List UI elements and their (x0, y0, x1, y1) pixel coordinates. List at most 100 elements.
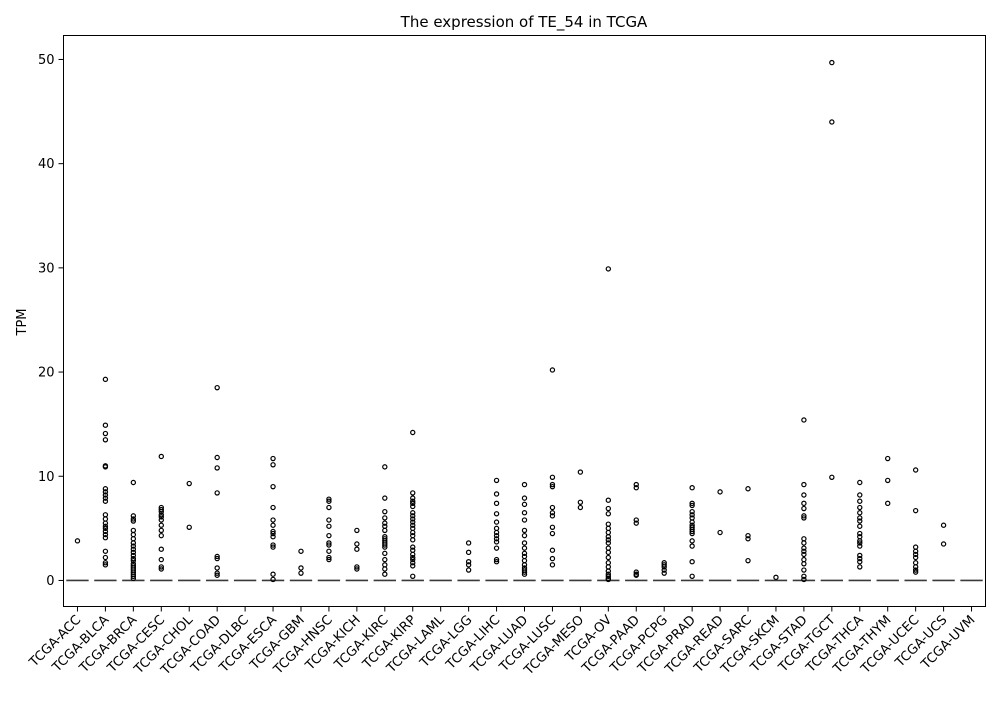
outlier-point (130, 555, 137, 562)
outlier-point (549, 524, 556, 531)
outlier-point (326, 542, 332, 548)
outlier-point (186, 480, 192, 487)
outlier-point (298, 548, 304, 554)
outlier-point (521, 545, 528, 551)
outlier-point (857, 510, 863, 516)
outlier-point (270, 462, 276, 468)
outlier-point (549, 481, 556, 488)
outlier-point (410, 563, 416, 569)
outlier-point (410, 495, 416, 501)
outlier-point (130, 552, 137, 559)
outlier-point (857, 498, 863, 504)
outlier-point (857, 555, 863, 562)
outlier-point (410, 429, 416, 436)
outlier-point (270, 483, 276, 490)
outlier-point (577, 469, 584, 475)
outlier-point (661, 570, 667, 576)
outlier-point (912, 507, 919, 514)
outlier-point (857, 523, 863, 529)
outlier-point (633, 517, 639, 523)
outlier-point (801, 417, 807, 423)
outlier-point (158, 508, 164, 515)
outlier-point (549, 530, 556, 537)
outlier-point (912, 564, 919, 570)
outlier-point (270, 530, 276, 537)
outlier-point (801, 505, 807, 512)
outlier-point (102, 531, 109, 538)
outlier-point (270, 571, 276, 577)
outlier-point (382, 495, 388, 501)
outlier-point (270, 576, 276, 583)
plot-frame (63, 35, 986, 607)
outlier-point (130, 516, 137, 522)
outlier-point (326, 548, 332, 554)
outlier-point (102, 498, 109, 504)
outlier-point (717, 489, 723, 495)
outlier-point (158, 564, 164, 570)
outlier-point (270, 528, 276, 535)
outlier-point (410, 519, 416, 525)
outlier-point (326, 498, 332, 504)
outlier-point (857, 530, 863, 537)
outlier-point (801, 540, 807, 546)
outlier-point (298, 565, 304, 571)
outlier-point (829, 119, 835, 125)
outlier-point (270, 522, 276, 528)
outlier-point (354, 527, 360, 534)
outlier-point (857, 479, 863, 486)
outlier-point (605, 537, 612, 543)
outlier-point (130, 549, 137, 556)
outlier-point (410, 537, 416, 543)
outlier-point (410, 510, 416, 516)
outlier-point (410, 522, 416, 528)
outlier-point (661, 564, 667, 570)
outlier-point (102, 430, 109, 437)
outlier-point (857, 558, 863, 565)
outlier-point (745, 532, 751, 539)
outlier-point (912, 467, 919, 473)
outlier-point (130, 546, 137, 552)
outlier-point (521, 569, 528, 575)
outlier-point (549, 547, 556, 553)
outlier-point (382, 542, 388, 548)
outlier-point (521, 550, 528, 557)
outlier-point (465, 562, 472, 568)
outlier-point (130, 557, 137, 564)
outlier-point (521, 517, 528, 523)
outlier-point (801, 567, 807, 573)
outlier-point (326, 517, 332, 523)
outlier-point (326, 554, 332, 561)
outlier-point (493, 539, 500, 545)
outlier-point (493, 491, 500, 497)
outlier-point (465, 549, 472, 556)
outlier-point (857, 543, 863, 549)
outlier-point (214, 570, 220, 576)
outlier-point (102, 548, 109, 554)
outlier-point (633, 520, 639, 526)
outlier-point (326, 556, 332, 563)
outlier-point (857, 540, 863, 546)
outlier-point (382, 544, 388, 550)
y-tick-label: 30 (38, 261, 55, 276)
outlier-point (801, 576, 807, 583)
outlier-point (410, 573, 416, 579)
outlier-point (270, 517, 276, 523)
outlier-point (493, 536, 500, 542)
y-axis-label: TPM (15, 309, 30, 337)
outlier-point (270, 533, 276, 540)
outlier-point (382, 515, 388, 521)
outlier-point (885, 455, 891, 462)
outlier-point (354, 566, 360, 572)
outlier-point (214, 465, 220, 471)
outlier-point (633, 572, 639, 578)
outlier-point (521, 562, 528, 568)
outlier-point (493, 477, 500, 484)
outlier-point (382, 566, 388, 572)
outlier-point (326, 504, 332, 511)
outlier-point (661, 562, 667, 568)
outlier-point (857, 492, 863, 498)
outlier-point (493, 519, 500, 525)
outlier-point (801, 500, 807, 507)
outlier-point (465, 567, 472, 573)
outlier-point (801, 573, 807, 579)
